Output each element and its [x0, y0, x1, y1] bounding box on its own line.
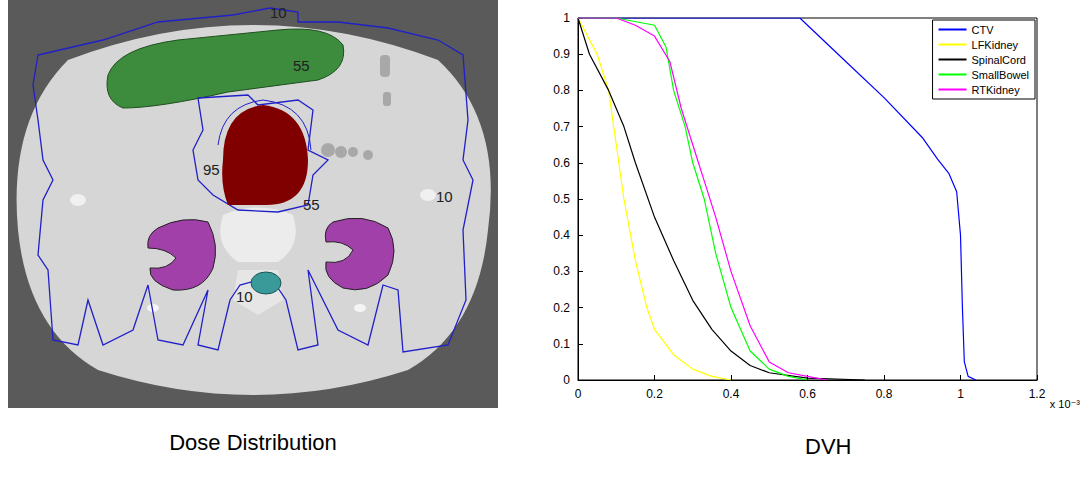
svg-text:0.9: 0.9 [553, 47, 570, 61]
svg-text:LFKidney: LFKidney [972, 39, 1019, 51]
svg-text:1.2: 1.2 [1029, 387, 1046, 401]
html-text:Dose Distribution: Dose Distribution [169, 430, 337, 455]
svg-text:CTV: CTV [972, 24, 995, 36]
svg-text:10: 10 [270, 4, 287, 21]
svg-text:0.2: 0.2 [646, 387, 663, 401]
svg-text:1: 1 [563, 11, 570, 25]
svg-text:10: 10 [436, 188, 453, 205]
svg-text:0.4: 0.4 [723, 387, 740, 401]
svg-text:0.2: 0.2 [553, 301, 570, 315]
svg-text:0.3: 0.3 [553, 264, 570, 278]
svg-text:10: 10 [236, 288, 253, 305]
svg-text:x 10⁻³: x 10⁻³ [1050, 398, 1081, 410]
svg-text:0.8: 0.8 [553, 83, 570, 97]
svg-text:55: 55 [293, 57, 310, 74]
svg-text:0.8: 0.8 [876, 387, 893, 401]
svg-text:0.6: 0.6 [553, 156, 570, 170]
svg-text:1: 1 [957, 387, 964, 401]
svg-text:RTKidney: RTKidney [972, 84, 1021, 96]
svg-text:0: 0 [563, 373, 570, 387]
svg-text:0.1: 0.1 [553, 337, 570, 351]
svg-text:0: 0 [575, 387, 582, 401]
svg-text:95: 95 [203, 161, 220, 178]
svg-text:0.6: 0.6 [799, 387, 816, 401]
svg-text:0.7: 0.7 [553, 120, 570, 134]
svg-text:0.4: 0.4 [553, 228, 570, 242]
svg-text:SpinalCord: SpinalCord [972, 54, 1026, 66]
svg-text:55: 55 [303, 196, 320, 213]
svg-text:DVH: DVH [805, 434, 851, 459]
svg-text:0.5: 0.5 [553, 192, 570, 206]
svg-text:SmallBowel: SmallBowel [972, 69, 1029, 81]
